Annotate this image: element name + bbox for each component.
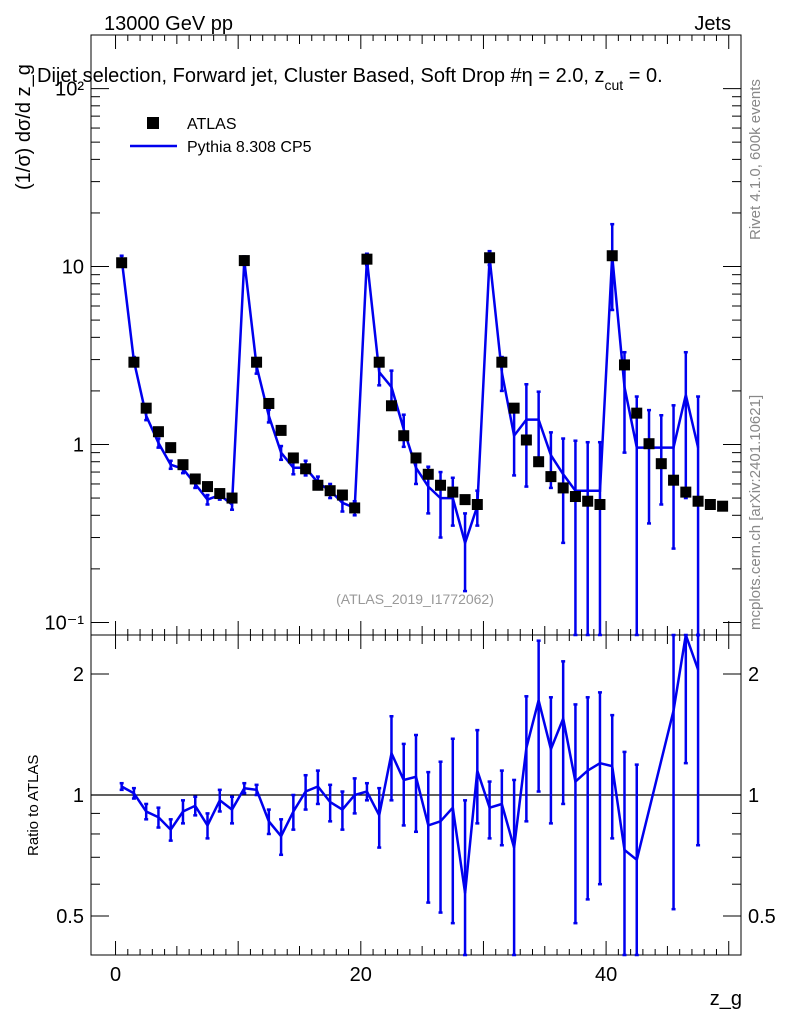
atlas-data-point (189, 473, 201, 485)
atlas-data-point (349, 502, 361, 514)
x-tick-label: 20 (350, 964, 372, 986)
atlas-data-point (410, 452, 422, 464)
atlas-data-point (165, 442, 177, 454)
main-y-tick-label: 10 (62, 257, 84, 279)
atlas-data-point (287, 452, 299, 464)
ratio-y-axis-label: Ratio to ATLAS (25, 755, 42, 856)
main-y-tick-label: 1 (73, 434, 84, 456)
atlas-data-point (655, 458, 667, 470)
atlas-data-point (140, 402, 152, 414)
energy-label: 13000 GeV pp (104, 13, 233, 35)
atlas-data-point (520, 434, 532, 446)
atlas-data-point (275, 424, 287, 436)
x-axis-label: z_g (710, 988, 742, 1010)
legend-marker-atlas (147, 117, 159, 129)
atlas-data-point (202, 481, 214, 493)
atlas-data-point (447, 486, 459, 498)
atlas-data-point (251, 356, 263, 368)
ratio-y-tick-label-right: 0.5 (748, 906, 776, 928)
atlas-data-point (128, 356, 140, 368)
x-tick-label: 40 (595, 964, 617, 986)
ratio-y-tick-label-right: 1 (748, 785, 759, 807)
atlas-data-point (484, 252, 496, 264)
main-y-axis-label: (1/σ) dσ/d z_g (13, 64, 35, 190)
atlas-data-point (385, 400, 397, 412)
atlas-data-point (312, 479, 324, 491)
atlas-data-point (569, 491, 581, 503)
plot-title: Dijet selection, Forward jet, Cluster Ba… (37, 65, 663, 93)
legend-label-atlas: ATLAS (187, 116, 237, 133)
atlas-data-point (692, 495, 704, 507)
atlas-data-point (582, 495, 594, 507)
main-axis-ticks: 10⁻¹ 1 10 10² (45, 34, 741, 635)
ratio-line (121, 634, 700, 894)
ratio-series (119, 633, 701, 957)
atlas-data-point (459, 494, 471, 506)
legend: ATLAS Pythia 8.308 CP5 (130, 116, 312, 156)
atlas-data-point (336, 489, 348, 501)
atlas-data-point (680, 486, 692, 498)
plot-title-sub: cut (604, 77, 623, 93)
x-tick-label: 0 (110, 964, 121, 986)
atlas-data-point (557, 482, 569, 494)
atlas-data-point (631, 407, 643, 419)
atlas-data-point (618, 359, 630, 371)
atlas-data-point (398, 430, 410, 442)
atlas-data-point (361, 253, 373, 265)
legend-label-pythia: Pythia 8.308 CP5 (187, 139, 312, 156)
atlas-data-point (226, 492, 238, 504)
plot-title-tail: = 0. (623, 65, 662, 87)
atlas-data-point (594, 498, 606, 510)
main-y-tick-label: 10⁻¹ (45, 612, 85, 634)
ratio-y-tick-label: 2 (73, 664, 84, 686)
atlas-data-point (422, 468, 434, 480)
atlas-data-point (496, 356, 508, 368)
ratio-axis-ticks: 0.5 0.51 12 20 20 40 (56, 635, 776, 986)
ratio-y-tick-label: 1 (73, 785, 84, 807)
atlas-data-point (238, 255, 250, 267)
atlas-data-point (435, 479, 447, 491)
atlas-data-point (177, 459, 189, 471)
main-y-axis-label-text: (1/σ) dσ/d z_g (13, 64, 35, 190)
atlas-data-point (704, 498, 716, 510)
atlas-data-point (324, 485, 336, 497)
atlas-data-point (545, 471, 557, 483)
atlas-data-point (152, 426, 164, 438)
pythia-series (119, 222, 701, 637)
atlas-data-point (373, 356, 385, 368)
atlas-data-point (668, 474, 680, 486)
atlas-data-point (263, 397, 275, 409)
atlas-data-point (116, 257, 128, 269)
atlas-data-point (300, 463, 312, 475)
ratio-y-tick-label: 0.5 (56, 906, 84, 928)
atlas-data-point (214, 488, 226, 500)
atlas-data-point (643, 438, 655, 450)
ratio-y-tick-label-right: 2 (748, 664, 759, 686)
atlas-data-point (508, 402, 520, 414)
category-label: Jets (694, 13, 731, 35)
plot-title-main: Dijet selection, Forward jet, Cluster Ba… (37, 65, 604, 87)
mcplots-label: mcplots.cern.ch [arXiv:2401.10621] (747, 395, 764, 630)
atlas-data-point (471, 498, 483, 510)
main-y-tick-label: 10² (55, 79, 84, 101)
atlas-data-point (717, 500, 729, 512)
atlas-series (116, 250, 729, 514)
atlas-data-point (606, 250, 618, 262)
atlas-data-point (533, 456, 545, 468)
rivet-label: Rivet 4.1.0, 600k events (747, 79, 764, 240)
analysis-watermark: (ATLAS_2019_I1772062) (336, 591, 494, 607)
